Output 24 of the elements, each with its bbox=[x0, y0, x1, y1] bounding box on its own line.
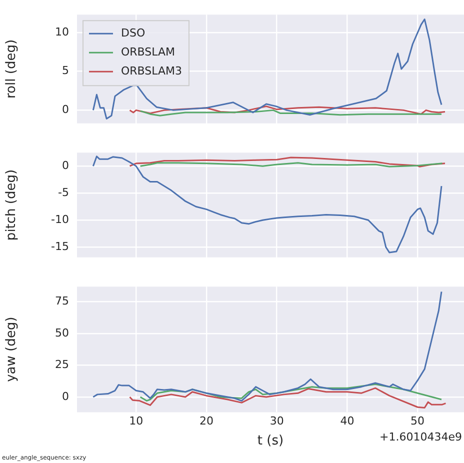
y-tick-label: -5 bbox=[58, 186, 69, 199]
text: +1.6010434e9 bbox=[380, 430, 462, 444]
y-axis-title: roll (deg) bbox=[4, 39, 20, 99]
legend-label: DSO bbox=[121, 26, 146, 40]
legend-label: ORBSLAM bbox=[121, 45, 176, 58]
y-tick-label: -10 bbox=[51, 212, 69, 226]
x-tick-label: 50 bbox=[410, 414, 425, 428]
x-axis-title: t (s) bbox=[257, 434, 284, 449]
y-tick-label: 75 bbox=[55, 294, 69, 308]
y-tick-label: 0 bbox=[62, 103, 69, 116]
y-tick-label: 0 bbox=[62, 158, 69, 172]
y-tick-label: -15 bbox=[51, 240, 69, 253]
x-tick-label: 10 bbox=[129, 414, 144, 428]
x-tick-label: 40 bbox=[340, 414, 354, 428]
y-axis-title: pitch (deg) bbox=[4, 169, 20, 241]
y-tick-label: 0 bbox=[62, 390, 69, 403]
legend-label: ORBSLAM3 bbox=[121, 64, 182, 78]
y-tick-label: 10 bbox=[55, 25, 69, 38]
y-axis-title: yaw (deg) bbox=[4, 316, 20, 382]
y-tick-label: 5 bbox=[62, 64, 69, 78]
x-tick-label: 30 bbox=[270, 414, 284, 428]
x-tick-label: 20 bbox=[199, 414, 214, 428]
y-tick-label: 25 bbox=[55, 358, 69, 372]
y-tick-label: 50 bbox=[55, 326, 69, 340]
